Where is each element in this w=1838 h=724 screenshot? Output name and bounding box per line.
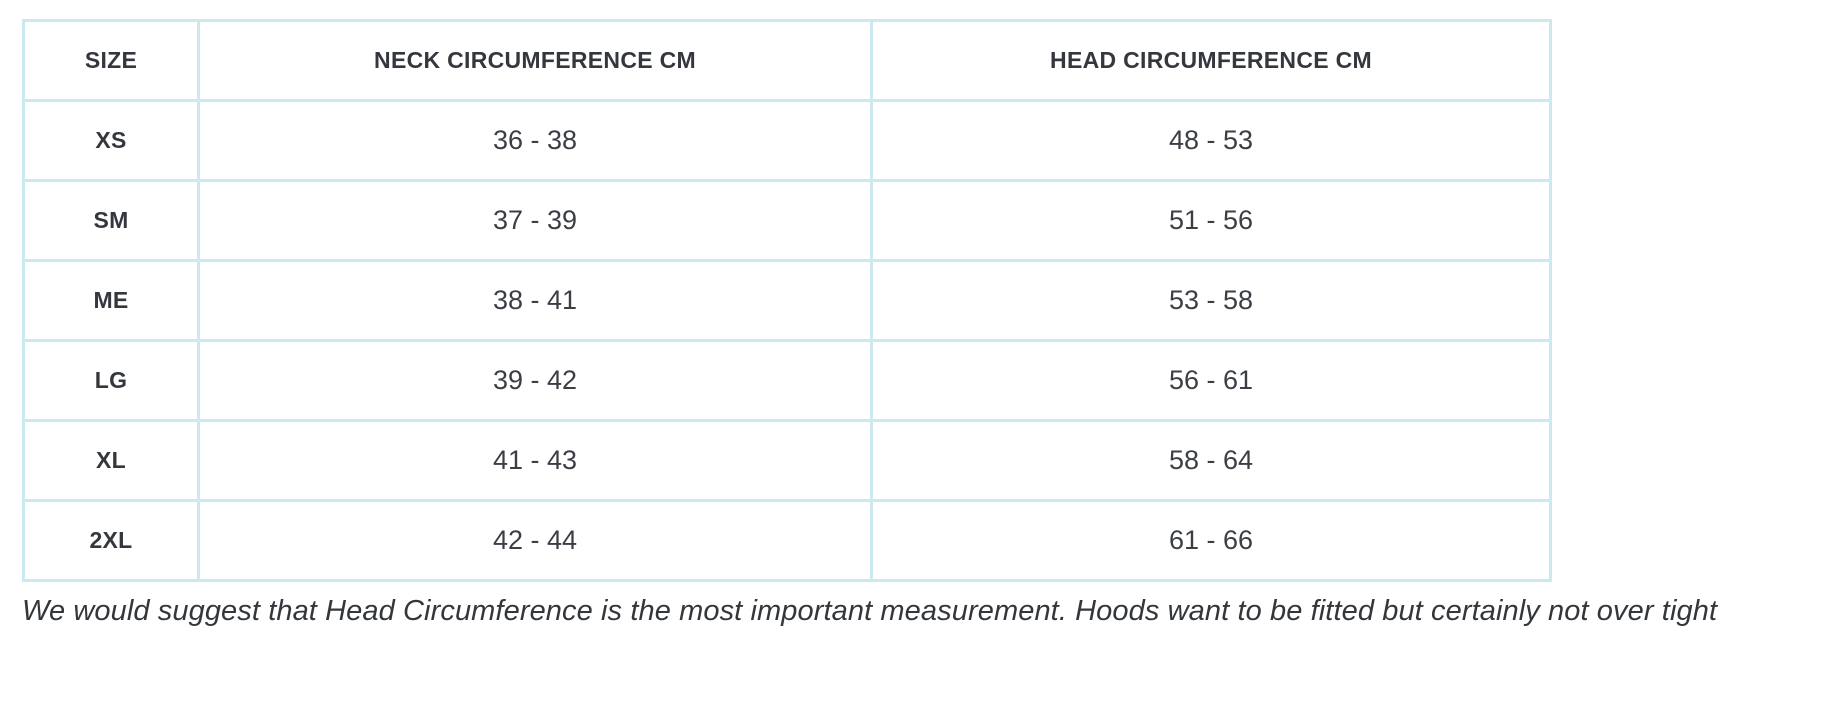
size-chart-table: SIZE NECK CIRCUMFERENCE CM HEAD CIRCUMFE… (22, 19, 1552, 582)
table-row-me: ME 38 - 41 53 - 58 (22, 259, 1552, 342)
head-value: 56 - 61 (870, 339, 1552, 422)
table-row-xl: XL 41 - 43 58 - 64 (22, 419, 1552, 502)
fit-note: We would suggest that Head Circumference… (22, 595, 1718, 627)
size-guide-section: SIZE NECK CIRCUMFERENCE CM HEAD CIRCUMFE… (22, 19, 1718, 627)
size-label: SM (22, 179, 200, 262)
neck-value: 42 - 44 (197, 499, 873, 582)
head-value: 51 - 56 (870, 179, 1552, 262)
table-row-xs: XS 36 - 38 48 - 53 (22, 99, 1552, 182)
neck-value: 41 - 43 (197, 419, 873, 502)
neck-value: 37 - 39 (197, 179, 873, 262)
table-row-sm: SM 37 - 39 51 - 56 (22, 179, 1552, 262)
column-header-head-circumference: HEAD CIRCUMFERENCE CM (870, 19, 1552, 102)
size-label: XL (22, 419, 200, 502)
header-row: SIZE NECK CIRCUMFERENCE CM HEAD CIRCUMFE… (22, 19, 1552, 102)
head-value: 48 - 53 (870, 99, 1552, 182)
table-row-lg: LG 39 - 42 56 - 61 (22, 339, 1552, 422)
column-header-size: SIZE (22, 19, 200, 102)
neck-value: 36 - 38 (197, 99, 873, 182)
size-label: ME (22, 259, 200, 342)
size-label: LG (22, 339, 200, 422)
head-value: 61 - 66 (870, 499, 1552, 582)
neck-value: 38 - 41 (197, 259, 873, 342)
neck-value: 39 - 42 (197, 339, 873, 422)
size-label: 2XL (22, 499, 200, 582)
head-value: 53 - 58 (870, 259, 1552, 342)
head-value: 58 - 64 (870, 419, 1552, 502)
table-row-2xl: 2XL 42 - 44 61 - 66 (22, 499, 1552, 582)
column-header-neck-circumference: NECK CIRCUMFERENCE CM (197, 19, 873, 102)
size-label: XS (22, 99, 200, 182)
